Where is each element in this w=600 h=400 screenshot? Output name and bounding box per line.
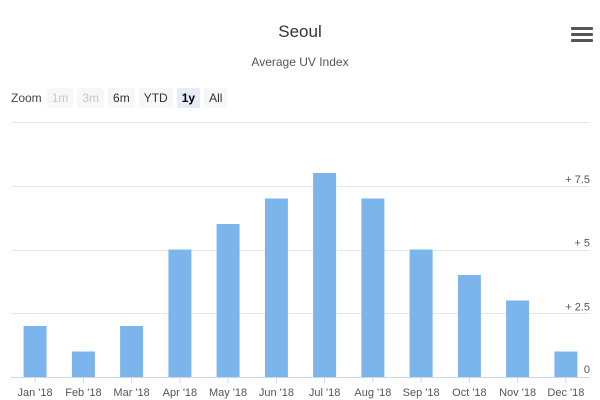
bar xyxy=(23,326,47,377)
bar xyxy=(71,351,95,377)
x-tick-label: Feb '18 xyxy=(65,387,101,399)
hamburger-menu-icon[interactable] xyxy=(571,27,593,45)
zoom-label: Zoom xyxy=(11,91,42,105)
zoom-button-1y[interactable]: 1y xyxy=(176,88,201,108)
zoom-button-all[interactable]: All xyxy=(204,88,228,108)
x-tick-label: Jan '18 xyxy=(18,387,53,399)
bar xyxy=(457,275,481,377)
bar xyxy=(120,326,144,377)
bar xyxy=(264,198,288,377)
chart-subtitle: Average UV Index xyxy=(251,55,349,69)
x-tick-label: Aug '18 xyxy=(354,387,391,399)
x-tick-label: Jun '18 xyxy=(259,387,294,399)
x-tick-label: Oct '18 xyxy=(452,387,487,399)
x-tick-label: May '18 xyxy=(209,387,247,399)
y-tick-label: + 5 xyxy=(574,238,590,250)
zoom-button-1m[interactable]: 1m xyxy=(46,88,74,108)
x-tick-label: Nov '18 xyxy=(499,387,536,399)
x-tick-label: Jul '18 xyxy=(309,387,340,399)
y-tick-label: 0 xyxy=(584,364,590,376)
bar xyxy=(409,249,433,377)
x-tick-label: Mar '18 xyxy=(113,387,149,399)
y-tick-label: + 7.5 xyxy=(565,174,590,186)
zoom-button-ytd[interactable]: YTD xyxy=(138,88,173,108)
y-tick-label: + 2.5 xyxy=(565,301,590,313)
bar xyxy=(313,173,337,377)
zoom-button-3m[interactable]: 3m xyxy=(77,88,105,108)
x-tick-label: Sep '18 xyxy=(403,387,440,399)
chart-title: Seoul xyxy=(278,22,322,41)
x-tick-label: Apr '18 xyxy=(163,387,198,399)
zoom-button-6m[interactable]: 6m xyxy=(108,88,135,108)
zoom-selector: Zoom 1m 3m 6m YTD 1y All xyxy=(11,87,231,109)
bar xyxy=(506,300,530,377)
bar xyxy=(216,224,240,377)
bar xyxy=(554,351,578,377)
bar xyxy=(361,198,385,377)
bar xyxy=(168,249,192,377)
x-tick-label: Dec '18 xyxy=(547,387,584,399)
